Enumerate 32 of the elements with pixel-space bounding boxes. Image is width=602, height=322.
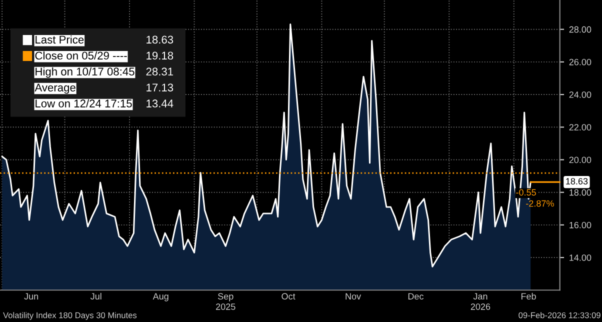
y-tick-label: 14.00 xyxy=(570,254,592,261)
y-tick-label: 16.00 xyxy=(570,222,592,228)
y-tick-label: 20.00 xyxy=(569,156,592,164)
x-tick-label: Dec xyxy=(408,293,424,300)
y-tick-label: 22.00 xyxy=(569,124,592,130)
y-tick-label: 28.00 xyxy=(569,26,592,33)
annotation: 18.63 xyxy=(146,36,174,44)
x-tick-label: Sep 2025 xyxy=(216,293,236,310)
annotation: Low on 12/24 17:15 xyxy=(36,99,132,108)
annotation: -2.87% xyxy=(526,200,554,207)
annotation: High on 10/17 08:45 xyxy=(36,67,134,78)
x-tick-label: Nov xyxy=(346,293,362,300)
x-tick-label: Jun xyxy=(24,293,38,300)
text: 09-Feb-2026 12:33:09 xyxy=(518,312,600,318)
text: Volatility Index 180 Days 30 Minutes xyxy=(3,312,137,320)
legend-label: Last Price xyxy=(36,35,84,44)
y-tick-label: 18.00 xyxy=(570,189,592,196)
x-tick-label: Aug xyxy=(152,293,168,302)
annotation: -0.55 xyxy=(516,189,536,196)
x-tick-label: Jul xyxy=(90,292,102,300)
y-tick-label: 26.00 xyxy=(569,58,592,66)
annotation: Average xyxy=(34,84,76,94)
x-tick-label: Oct xyxy=(282,293,296,300)
annotation: 13.44 xyxy=(146,100,174,108)
annotation: 19.18 xyxy=(146,52,174,60)
legend-label: Close on 05/29 ---- xyxy=(35,51,127,60)
annotation: 18.63 xyxy=(566,178,588,184)
x-tick-label: Feb xyxy=(521,292,536,300)
annotation: 17.13 xyxy=(146,84,174,92)
y-tick-label: 24.00 xyxy=(569,92,592,98)
annotation: 28.31 xyxy=(146,68,174,76)
x-tick-label: Jan 2026 xyxy=(470,293,490,310)
